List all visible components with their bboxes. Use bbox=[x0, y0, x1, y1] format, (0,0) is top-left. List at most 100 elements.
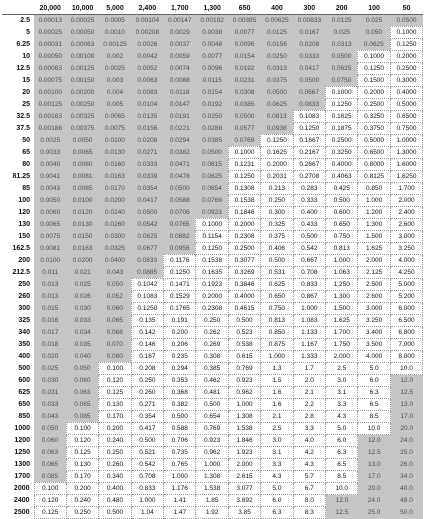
row-header: 100 bbox=[18, 197, 30, 204]
row-header: 340 bbox=[18, 329, 30, 336]
table-cell: 1.625 bbox=[325, 314, 359, 327]
table-cell: 0.0588 bbox=[163, 194, 196, 207]
table-cell: 0.0077 bbox=[228, 26, 261, 39]
table-cell: 0.0118 bbox=[163, 86, 196, 99]
table-cell: 0.00625 bbox=[260, 14, 294, 27]
table-cell: 0.120 bbox=[98, 374, 132, 387]
table-cell: 0.0385 bbox=[228, 98, 261, 111]
table-cell: 0.262 bbox=[195, 326, 229, 339]
table-cell: 0.0025 bbox=[34, 134, 67, 147]
table-cell: 0.625 bbox=[260, 278, 294, 291]
table-cell: 12.0 bbox=[390, 374, 423, 387]
table-cell: 0.0923 bbox=[195, 206, 229, 219]
table-cell: 0.0040 bbox=[34, 158, 67, 171]
table-cell: 24.0 bbox=[357, 494, 391, 507]
table-cell: 0.026 bbox=[66, 290, 99, 303]
table-cell: 0.600 bbox=[325, 206, 359, 219]
table-cell: 0.0833 bbox=[131, 254, 164, 267]
table-cell: 0.125 bbox=[33, 506, 67, 519]
table-cell: 0.0048 bbox=[195, 38, 229, 51]
table-cell: 0.00050 bbox=[66, 26, 99, 39]
table-cell: 25.0 bbox=[390, 446, 423, 459]
table-cell: 0.0500 bbox=[293, 74, 326, 87]
table-cell: 2.000 bbox=[389, 194, 424, 207]
table-cell: 0.00013 bbox=[34, 14, 67, 27]
row-header: 25 bbox=[22, 101, 30, 108]
table-cell: 17.0 bbox=[390, 410, 423, 423]
table-cell: 0.0625 bbox=[260, 98, 294, 111]
table-cell: 0.300 bbox=[260, 206, 294, 219]
table-cell: 0.5000 bbox=[389, 98, 424, 111]
table-cell: 0.0500 bbox=[195, 146, 229, 159]
table-row: 2000 0.100 0.200 0.400 0.833 1.176 1.538 3.077 5… bbox=[2, 482, 423, 495]
table-cell: 1.3 bbox=[260, 362, 294, 375]
table-row: 350 0.018 0.035 0.070 0.146 0.206 0.269 0.538 0.… bbox=[2, 338, 424, 351]
table-cell: 2.000 bbox=[325, 350, 359, 363]
table-cell: 0.0167 bbox=[293, 26, 326, 39]
table-cell: 0.750 bbox=[325, 230, 359, 243]
table-cell: 0.003 bbox=[98, 74, 132, 87]
table-cell: 0.4000 bbox=[227, 290, 262, 303]
table-cell: 0.0221 bbox=[163, 122, 196, 135]
table-cell: 8.5 bbox=[357, 410, 391, 423]
table-cell: 0.050 bbox=[357, 26, 391, 39]
row-header: 250 bbox=[18, 281, 30, 288]
table-cell: 0.523 bbox=[227, 326, 262, 339]
table-cell: 0.250 bbox=[130, 374, 165, 387]
table-cell: 6.3 bbox=[325, 446, 359, 459]
table-cell: 2.500 bbox=[357, 278, 391, 291]
column-header: 10,000 bbox=[66, 3, 99, 15]
table-cell: 0.191 bbox=[163, 314, 197, 327]
table-cell: 0.2500 bbox=[389, 62, 424, 75]
table-cell: 0.080 bbox=[98, 350, 132, 363]
table-cell: 0.2500 bbox=[227, 242, 262, 255]
table-cell: 0.650 bbox=[260, 290, 294, 303]
table-cell: 0.708 bbox=[292, 266, 327, 279]
table-cell: 0.0200 bbox=[98, 194, 132, 207]
table-row: 1700 0.085 0.170 0.340 0.708 1.000 1.308 2.615 4… bbox=[2, 470, 423, 483]
row-header: 400 bbox=[18, 353, 30, 360]
table-cell: 0.2167 bbox=[292, 146, 327, 159]
table-cell: 0.035 bbox=[66, 338, 99, 351]
row-header: 260 bbox=[18, 293, 30, 300]
table-cell: 0.240 bbox=[98, 434, 132, 447]
table-cell: 7.000 bbox=[389, 338, 424, 351]
table-cell: 0.060 bbox=[66, 374, 99, 387]
table-cell: 0.1000 bbox=[357, 50, 391, 63]
table-cell: 0.0081 bbox=[34, 242, 67, 255]
table-cell: 0.025 bbox=[66, 278, 99, 291]
row-header: 10 bbox=[22, 53, 30, 60]
table-cell: 0.065 bbox=[34, 458, 67, 471]
table-cell: 0.354 bbox=[130, 410, 165, 423]
table-cell: 0.00063 bbox=[66, 38, 99, 51]
table-cell: 4.2 bbox=[292, 446, 327, 459]
table-cell: 1.176 bbox=[163, 482, 197, 495]
table-row: 325 0.016 0.033 0.065 0.135 0.191 0.250 0.500 0.… bbox=[2, 314, 424, 327]
table-cell: 0.0080 bbox=[66, 158, 99, 171]
table-row: 650 0.033 0.065 0.130 0.271 0.382 0.500 1.000 1.… bbox=[2, 398, 423, 411]
table-cell: 0.0120 bbox=[66, 206, 99, 219]
table-cell: 0.065 bbox=[66, 398, 99, 411]
table-cell: 0.0163 bbox=[98, 170, 132, 183]
table-cell: 0.542 bbox=[292, 242, 327, 255]
table-cell: 0.833 bbox=[130, 482, 165, 495]
table-cell: 0.1308 bbox=[227, 182, 262, 195]
row-header: 37.5 bbox=[16, 125, 30, 132]
table-cell: 10.0 bbox=[325, 482, 359, 495]
table-cell: 0.060 bbox=[98, 302, 132, 315]
table-cell: 3.077 bbox=[227, 482, 262, 495]
table-cell: 0.0163 bbox=[66, 242, 99, 255]
table-cell: 0.050 bbox=[66, 362, 99, 375]
row-header: 15 bbox=[22, 77, 30, 84]
row-header: 2.5 bbox=[20, 17, 30, 25]
table-cell: 0.00147 bbox=[163, 14, 196, 27]
table-cell: 0.308 bbox=[195, 350, 229, 363]
table-cell: 0.462 bbox=[195, 374, 229, 387]
table-cell: 1.5 bbox=[260, 374, 294, 387]
table-cell: 0.813 bbox=[325, 242, 359, 255]
table-cell: 3.3 bbox=[292, 422, 327, 435]
table-cell: 0.7500 bbox=[389, 122, 424, 135]
table-cell: 0.0026 bbox=[131, 38, 164, 51]
table-cell: 1.083 bbox=[292, 314, 327, 327]
table-cell: 2.000 bbox=[357, 254, 391, 267]
